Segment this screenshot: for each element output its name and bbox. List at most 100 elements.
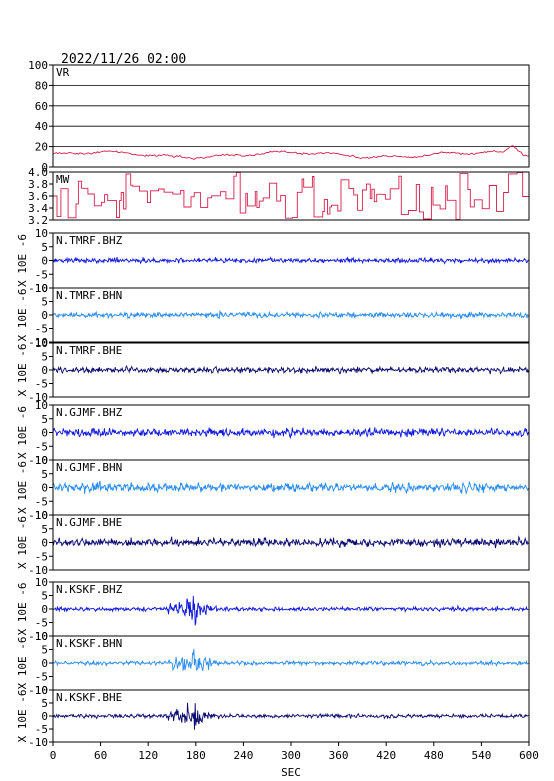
y-tick-label: -10	[28, 336, 48, 349]
panel-label: N.KSKF.BHZ	[56, 583, 123, 596]
trace-vr	[52, 145, 529, 160]
y-tick-label: 80	[35, 79, 48, 92]
y-tick-label: 0	[41, 710, 48, 723]
panel-frame	[52, 171, 530, 221]
panel-label: N.TMRF.BHZ	[56, 234, 123, 247]
y-tick-label: 4.0	[28, 166, 48, 179]
x-tick-label: 600	[519, 749, 539, 762]
y-tick-label: 5	[41, 241, 48, 254]
y-axis-label: X 10E -6	[16, 289, 29, 342]
y-tick-label: 0	[41, 161, 48, 174]
y-tick-label: 5	[41, 351, 48, 364]
panel-label: N.TMRF.BHE	[56, 344, 122, 357]
panels-group: 100806040200VR4.03.83.63.43.2MW1050-5-10…	[16, 59, 530, 749]
y-tick-label: 10	[35, 684, 48, 697]
y-tick-label: -10	[28, 684, 48, 697]
x-axis: 0 60 120 180 240 300 360 420 480 540 600 SEC	[50, 742, 539, 779]
y-tick-label: 10	[35, 337, 48, 350]
panel-label: N.KSKF.BHE	[56, 691, 122, 704]
y-tick-label: -10	[28, 454, 48, 467]
y-tick-label: 0	[41, 537, 48, 550]
trace-n-kskf-bhe	[52, 702, 529, 730]
y-tick-label: 3.2	[28, 214, 48, 227]
y-axis-label: X 10E -6	[16, 406, 29, 459]
x-tick-label: 480	[424, 749, 444, 762]
y-tick-label: 5	[41, 523, 48, 536]
y-tick-label: 10	[35, 576, 48, 589]
y-tick-label: 5	[41, 590, 48, 603]
y-tick-label: -10	[28, 630, 48, 643]
y-tick-label: 3.6	[28, 190, 48, 203]
y-tick-label: 0	[41, 364, 48, 377]
y-tick-label: 10	[35, 282, 48, 295]
panel-label: N.GJMF.BHN	[56, 461, 122, 474]
x-tick-label: 60	[94, 749, 107, 762]
y-tick-label: 3.8	[28, 178, 48, 191]
y-axis-label: X 10E -6	[16, 344, 29, 397]
trace-n-kskf-bhn	[53, 648, 529, 672]
y-tick-label: -5	[35, 378, 48, 391]
x-axis-label: SEC	[281, 766, 301, 779]
x-tick-label: 420	[376, 749, 396, 762]
x-tick-label: 120	[138, 749, 158, 762]
y-tick-label: -10	[28, 282, 48, 295]
y-tick-label: -5	[35, 268, 48, 281]
y-axis-label: X 10E -6	[16, 690, 29, 743]
y-tick-label: 60	[35, 100, 48, 113]
x-tick-label: 360	[329, 749, 349, 762]
x-tick-label: 0	[50, 749, 57, 762]
y-tick-label: 3.4	[28, 202, 48, 215]
y-tick-label: -10	[28, 391, 48, 404]
panel-frame	[52, 64, 530, 168]
panel-mw: 4.03.83.63.43.2 MW	[28, 166, 530, 227]
x-tick-label: 240	[233, 749, 253, 762]
y-tick-label: 10	[35, 227, 48, 240]
trace-n-tmrf-bhe	[52, 365, 529, 375]
y-tick-label: 0	[41, 309, 48, 322]
panel-label: N.KSKF.BHN	[56, 637, 122, 650]
y-tick-label: 5	[41, 413, 48, 426]
trace-mw	[53, 171, 530, 220]
trace-n-kskf-bhz	[52, 595, 529, 626]
panel-vr: 100 80 60 40 20 0 VR	[28, 59, 530, 174]
y-axis-label: X 10E -6	[16, 516, 29, 569]
y-axis-label: X 10E -6	[16, 234, 29, 287]
y-tick-label: 10	[35, 399, 48, 412]
y-tick-label: 0	[41, 603, 48, 616]
y-tick-label: -5	[35, 440, 48, 453]
y-axis-label: X 10E -6	[16, 461, 29, 514]
y-axis-label: X 10E -6	[16, 583, 29, 636]
y-tick-label: -5	[35, 723, 48, 736]
y-tick-label: -10	[28, 509, 48, 522]
y-tick-label: -5	[35, 617, 48, 630]
y-tick-label: -10	[28, 564, 48, 577]
y-tick-label: -5	[35, 495, 48, 508]
trace-n-gjmf-bhn	[52, 480, 529, 495]
y-tick-label: 20	[35, 141, 48, 154]
y-tick-label: -5	[35, 323, 48, 336]
panel-label: N.TMRF.BHN	[56, 289, 122, 302]
y-tick-label: -10	[28, 736, 48, 749]
trace-n-tmrf-bhz	[52, 256, 529, 265]
y-tick-label: 5	[41, 468, 48, 481]
y-axis-label: X 10E -6	[16, 637, 29, 690]
y-tick-label: 100	[28, 59, 48, 72]
y-tick-label: 10	[35, 509, 48, 522]
x-tick-label: 180	[186, 749, 206, 762]
y-tick-label: 0	[41, 255, 48, 268]
y-tick-label: 5	[41, 644, 48, 657]
y-tick-label: 5	[41, 697, 48, 710]
y-tick-label: 0	[41, 482, 48, 495]
trace-n-gjmf-bhz	[52, 427, 529, 440]
panel-label: N.GJMF.BHE	[56, 516, 122, 529]
x-tick-label: 540	[471, 749, 491, 762]
y-tick-label: -5	[35, 671, 48, 684]
